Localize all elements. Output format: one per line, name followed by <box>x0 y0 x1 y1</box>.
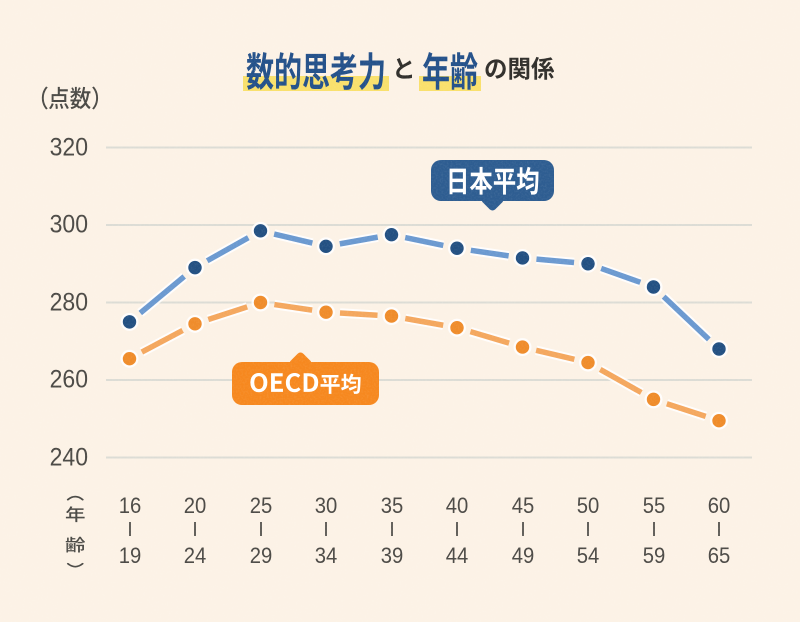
oecd-data-point <box>384 309 399 323</box>
title-suffix: の関係 <box>484 56 555 81</box>
oecd-data-point <box>646 392 661 407</box>
x-axis-unit-label: （年齢） <box>65 493 86 571</box>
japan-line-dash <box>138 274 186 316</box>
x-tick-to: 49 <box>511 543 534 568</box>
y-axis-unit-label: （点数） <box>37 86 102 110</box>
japan-data-point <box>646 280 661 294</box>
x-tick-to: 39 <box>380 543 403 568</box>
japan-data-point <box>712 342 726 356</box>
x-tick-from: 40 <box>445 493 469 518</box>
x-tick-group: 25 29 <box>240 492 280 567</box>
x-tick-from: 25 <box>249 493 272 518</box>
x-tick-group: 55 59 <box>633 492 673 567</box>
x-tick-from: 60 <box>707 493 731 518</box>
oecd-data-point <box>319 305 333 319</box>
oecd-data-point <box>253 295 268 310</box>
japan-line-dash <box>404 234 444 249</box>
japan-data-point <box>319 239 333 254</box>
x-tick-range-bar <box>128 522 131 536</box>
page-title: 数的思考力 と 年齢 の関係 <box>0 51 800 91</box>
japan-data-point <box>188 260 202 275</box>
y-tick-label: 320 <box>49 133 88 161</box>
x-tick-range-bar <box>652 522 655 536</box>
x-tick-to: 44 <box>445 543 469 568</box>
oecd-data-point <box>188 317 202 331</box>
x-tick-group: 35 39 <box>371 492 411 567</box>
x-tick-group: 45 49 <box>502 492 542 567</box>
japan-data-point <box>515 251 530 265</box>
x-tick-to: 54 <box>576 543 600 568</box>
oecd-series-label: OECD平均 <box>232 350 379 405</box>
oecd-data-point <box>122 351 137 366</box>
x-tick-range-bar <box>455 522 459 536</box>
x-tick-range-bar <box>324 522 328 536</box>
x-tick-to: 59 <box>642 543 665 568</box>
title-connector: と <box>392 56 416 81</box>
title-keyword-age: 年齢 <box>418 51 481 91</box>
x-tick-range-bar <box>259 522 262 536</box>
y-tick-label: 280 <box>49 288 88 316</box>
x-tick-from: 35 <box>380 493 403 518</box>
x-tick-to: 29 <box>249 543 272 568</box>
x-tick-from: 45 <box>511 493 534 518</box>
title-keyword-numeracy: 数的思考力 <box>243 51 389 91</box>
oecd-data-point <box>515 340 530 354</box>
japan-data-point <box>450 241 464 255</box>
x-tick-from: 50 <box>576 493 600 518</box>
oecd-data-point <box>581 355 595 370</box>
japan-line-dash <box>205 235 250 264</box>
x-tick-range-bar <box>521 522 524 536</box>
japan-callout-text: 日本平均 <box>446 166 540 196</box>
japan-data-point <box>253 224 268 238</box>
japan-data-point <box>122 315 137 329</box>
x-tick-range-bar <box>717 522 721 536</box>
x-tick-group: 50 54 <box>568 492 608 567</box>
japan-line-dash <box>536 256 575 266</box>
oecd-data-point <box>712 413 726 428</box>
oecd-data-point <box>450 320 464 335</box>
x-tick-group: 20 24 <box>175 492 215 567</box>
oecd-line-dash <box>339 310 378 318</box>
x-tick-range-bar <box>586 522 590 536</box>
x-tick-range-bar <box>390 522 393 536</box>
x-tick-to: 19 <box>118 543 141 568</box>
y-tick-label: 240 <box>49 443 88 471</box>
japan-data-point <box>581 257 595 271</box>
x-tick-range-bar <box>193 522 197 536</box>
x-tick-group: 40 44 <box>437 492 477 567</box>
japan-series-label: 日本平均 <box>431 160 554 213</box>
x-tick-group: 16 19 <box>109 492 149 567</box>
x-tick-from: 55 <box>642 493 665 518</box>
x-tick-group: 60 65 <box>699 492 739 567</box>
x-tick-from: 30 <box>314 493 338 518</box>
x-tick-from: 20 <box>183 493 207 518</box>
x-tick-to: 65 <box>707 543 731 568</box>
oecd-callout-text: OECD平均 <box>249 372 362 395</box>
x-tick-to: 34 <box>314 543 338 568</box>
oecd-line-dash <box>140 327 184 355</box>
x-tick-from: 16 <box>118 493 141 518</box>
japan-data-point <box>384 227 399 242</box>
x-tick-group: 30 34 <box>306 492 346 567</box>
x-tick-to: 24 <box>183 543 207 568</box>
y-tick-label: 260 <box>49 365 88 394</box>
y-tick-label: 300 <box>49 210 88 239</box>
